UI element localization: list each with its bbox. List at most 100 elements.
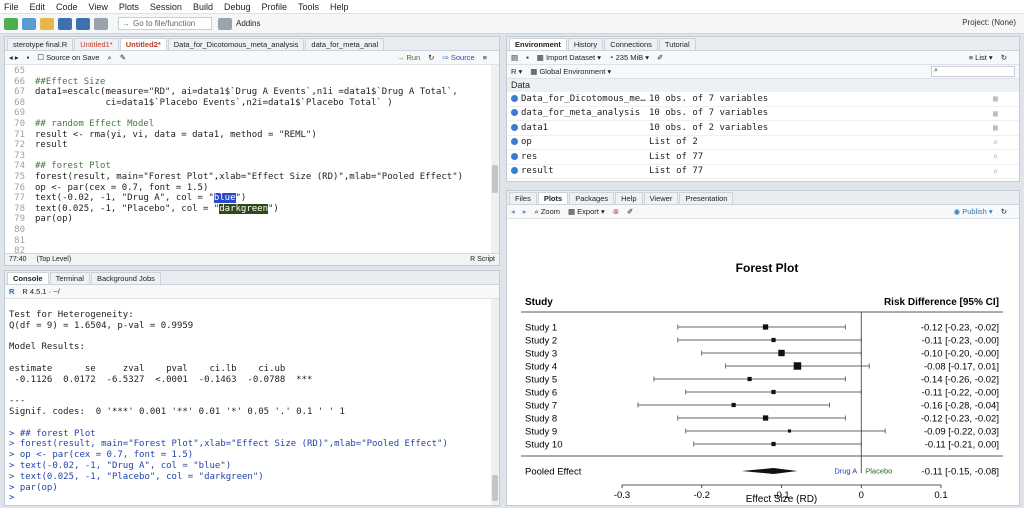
console-tab-0[interactable]: Console	[7, 272, 49, 284]
code-text: text(-0.02, -1, "Drug A", col = "blue")	[35, 193, 247, 204]
zoom-button[interactable]: ⌕ Zoom	[534, 206, 560, 216]
load-workspace-icon[interactable]: ▤	[511, 53, 519, 62]
run-button[interactable]: → Run	[396, 53, 421, 62]
console-scrollbar[interactable]	[491, 299, 499, 505]
new-project-icon[interactable]	[22, 17, 36, 30]
study-point	[787, 429, 792, 433]
menu-edit[interactable]: Edit	[29, 1, 46, 12]
plots-tab-1[interactable]: Plots	[537, 192, 569, 204]
code-line: 68 ci=data1$`Placebo Events`,n2i=data1$`…	[5, 98, 499, 109]
editor-tab-3[interactable]: Data_for_Dicotomous_meta_analysis	[167, 38, 305, 50]
open-file-icon[interactable]	[40, 17, 54, 30]
plots-tab-2[interactable]: Packages	[569, 192, 615, 204]
grid-view-icon[interactable]: ▦	[993, 94, 998, 104]
search-icon[interactable]: ⌕	[993, 137, 998, 147]
menu-tools[interactable]: Tools	[298, 1, 320, 12]
env-row-datafordicotomousme[interactable]: Data_for_Dicotomous_me… 10 obs. of 7 vari…	[507, 92, 1019, 107]
refresh-icon[interactable]: ↻	[1000, 53, 1007, 62]
clear-plots-icon[interactable]: ✐	[627, 207, 634, 216]
env-row-op[interactable]: op List of 2 ⌕	[507, 136, 1019, 150]
menu-build[interactable]: Build	[192, 1, 213, 12]
menu-debug[interactable]: Debug	[223, 1, 251, 12]
plots-tab-4[interactable]: Viewer	[643, 192, 679, 204]
menu-session[interactable]: Session	[149, 1, 182, 12]
outline-icon[interactable]: ≡	[482, 53, 487, 62]
plots-tab-5[interactable]: Presentation	[679, 192, 734, 204]
remove-plot-icon[interactable]: ⊗	[612, 207, 620, 216]
search-icon[interactable]: ⌕	[993, 152, 998, 162]
save-icon[interactable]	[58, 17, 72, 30]
editor-toolbar: ◂ ▸ ▪ ☐ Source on Save ⌕ ✎ → Run ↻ ⇨ Sou…	[5, 51, 499, 65]
console-tab-1[interactable]: Terminal	[49, 272, 90, 284]
editor-scrollbar[interactable]	[491, 65, 499, 253]
environment-search-input[interactable]: ⌕	[931, 66, 1015, 77]
environment-tab-3[interactable]: Tutorial	[658, 38, 696, 50]
code-line: 77 text(-0.02, -1, "Drug A", col = "blue"…	[5, 193, 499, 204]
study-point	[771, 389, 776, 395]
menu-code[interactable]: Code	[56, 1, 78, 12]
editor-tab-1[interactable]: Untitled1*	[74, 38, 119, 50]
menu-plots[interactable]: Plots	[118, 1, 139, 12]
save-all-icon[interactable]	[76, 17, 90, 30]
publish-button[interactable]: ◉ Publish ▾	[953, 207, 993, 216]
env-row-data1[interactable]: data1 10 obs. of 2 variables ▦	[507, 121, 1019, 136]
grid-view-icon[interactable]: ▦	[993, 123, 998, 133]
rerun-icon[interactable]: ↻	[428, 53, 435, 62]
code-editor[interactable]: 65 66 ##Effect Size 67 data1=escalc(measure=…	[5, 65, 499, 257]
environment-tab-1[interactable]: History	[567, 38, 604, 50]
env-row-dataformetaanalysis[interactable]: data_for_meta_analysis 10 obs. of 7 varia…	[507, 107, 1019, 121]
language-select[interactable]: R ▾	[511, 67, 523, 76]
console-output[interactable]: Test for Heterogeneity: Q(df = 9) = 1.650…	[5, 299, 499, 504]
refresh-plot-icon[interactable]: ↻	[1000, 207, 1007, 216]
prev-plot-icon[interactable]: ◂	[511, 207, 515, 216]
save-workspace-icon[interactable]: ▪	[526, 53, 529, 62]
line-number: 81	[14, 235, 25, 246]
menu-profile[interactable]: Profile	[261, 1, 288, 12]
addins-menu[interactable]: Addins	[236, 19, 261, 28]
search-icon[interactable]: ⌕	[107, 52, 112, 62]
import-dataset-button[interactable]: ▦ Import Dataset ▾	[536, 53, 601, 62]
new-file-icon[interactable]	[4, 17, 18, 30]
project-menu[interactable]: Project: (None)	[962, 18, 1016, 27]
wand-icon[interactable]: ✎	[119, 53, 126, 62]
export-button[interactable]: ▦ Export ▾	[568, 207, 605, 216]
plots-tabbar: Files Plots Packages Help Viewer Presentation	[507, 191, 1019, 205]
env-row-res[interactable]: res List of 77 ⌕	[507, 150, 1019, 165]
memory-usage[interactable]: ◔ 235 MiB ▾	[608, 53, 649, 62]
console-line: > forest(result, main="Forest Plot",xlab…	[9, 439, 448, 450]
drug-a-annotation: Drug A	[834, 467, 857, 476]
code-text: ##Effect Size	[35, 76, 106, 87]
environment-tab-0[interactable]: Environment	[509, 38, 567, 50]
plots-tab-3[interactable]: Help	[615, 192, 643, 204]
editor-tab-0[interactable]: sterotype final.R	[7, 38, 74, 50]
study-label: Study 6	[525, 388, 557, 399]
console-tab-2[interactable]: Background Jobs	[90, 272, 161, 284]
console-line: Model Results:	[9, 342, 85, 353]
grid-view-icon[interactable]: ▦	[993, 108, 998, 118]
grid-icon[interactable]	[218, 17, 232, 30]
goto-file-input[interactable]: Go to file/function	[118, 17, 212, 30]
source-on-save-checkbox[interactable]: ☐ Source on Save	[37, 53, 100, 62]
scope-select[interactable]: ▦ Global Environment ▾	[530, 67, 612, 76]
editor-tab-2[interactable]: Untitled2*	[119, 38, 167, 50]
environment-tab-2[interactable]: Connections	[604, 38, 658, 50]
back-icon[interactable]: ◂ ▸	[9, 53, 19, 62]
study-label: Study 1	[525, 323, 557, 334]
menu-file[interactable]: File	[4, 1, 19, 12]
menu-help[interactable]: Help	[330, 1, 349, 12]
study-label: Study 5	[525, 375, 557, 386]
menu-view[interactable]: View	[88, 1, 108, 12]
next-plot-icon[interactable]: ▸	[522, 207, 527, 216]
editor-tab-4[interactable]: data_for_meta_anal	[305, 38, 385, 50]
save-file-icon[interactable]: ▪	[26, 53, 30, 62]
broom-icon[interactable]: ✐	[656, 53, 664, 62]
search-icon[interactable]: ⌕	[993, 166, 998, 176]
source-button[interactable]: ⇨ Source	[442, 53, 475, 62]
print-icon[interactable]	[94, 17, 108, 30]
console-line: Q(df = 9) = 1.6504, p-val = 0.9959	[9, 320, 194, 331]
study-point	[747, 376, 752, 382]
list-view-button[interactable]: ≡ List ▾	[968, 53, 993, 62]
plots-tab-0[interactable]: Files	[509, 192, 537, 204]
forest-plot: Forest Plot Study Risk Difference [95% CI]…	[521, 261, 1003, 505]
env-row-result[interactable]: result List of 77 ⌕	[507, 165, 1019, 179]
